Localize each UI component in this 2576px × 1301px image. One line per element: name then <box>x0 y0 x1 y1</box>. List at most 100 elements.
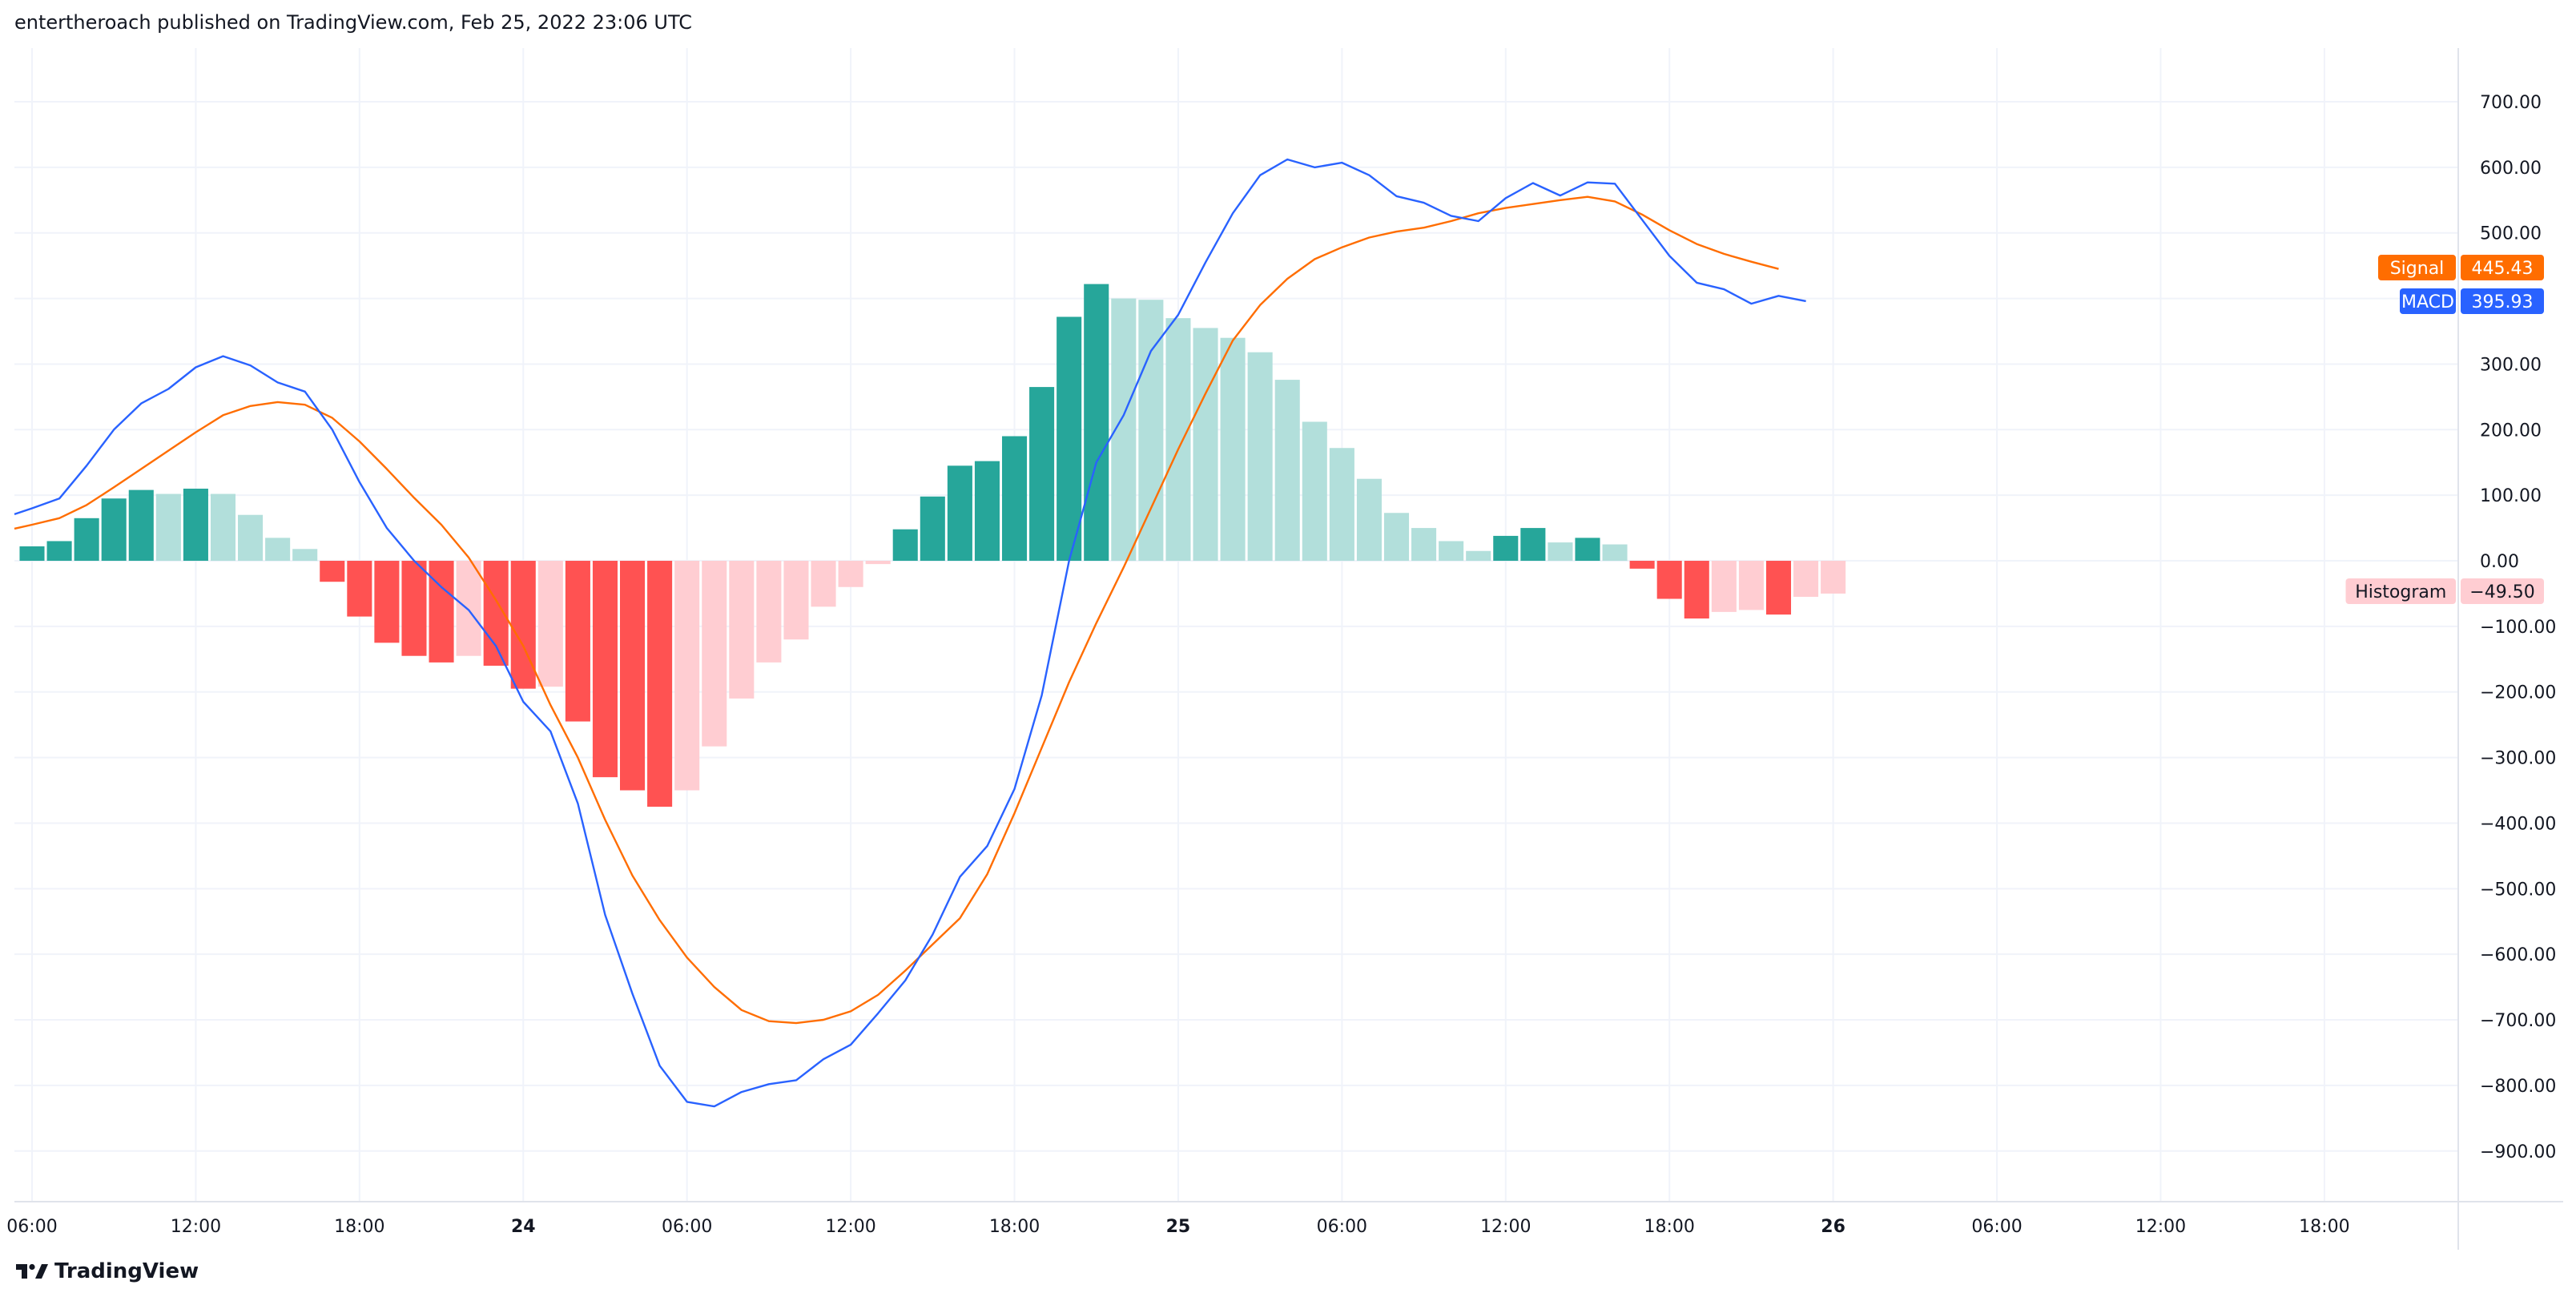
histogram-bar <box>1629 561 1655 569</box>
tag-value-bg <box>2461 578 2544 604</box>
x-tick-label: 12:00 <box>2135 1217 2186 1237</box>
histogram-bar <box>537 561 563 687</box>
histogram-bar <box>19 546 45 562</box>
tag-name: Histogram <box>2355 582 2446 602</box>
x-tick-label: 12:00 <box>1480 1217 1531 1237</box>
x-tick-label: 12:00 <box>171 1217 221 1237</box>
histogram-bar <box>1165 318 1191 562</box>
tradingview-logo-text: TradingView <box>54 1259 199 1283</box>
histogram-bar <box>1220 337 1246 562</box>
histogram-bar <box>1520 528 1546 562</box>
tag-value-bg <box>2461 288 2544 314</box>
x-tick-label: 06:00 <box>1317 1217 1367 1237</box>
histogram-bar <box>1493 535 1519 562</box>
histogram-bar <box>128 489 154 562</box>
histogram-bar <box>865 561 891 565</box>
signal-line <box>14 195 1779 1025</box>
macd-line <box>14 158 1806 1108</box>
histogram-bar <box>838 561 863 587</box>
chart-header: entertheroach published on TradingView.c… <box>14 11 692 34</box>
histogram-bar <box>647 561 673 807</box>
histogram-bar <box>1029 387 1055 562</box>
y-tick-label: 300.00 <box>2480 355 2542 375</box>
histogram-bar <box>565 561 590 722</box>
y-tick-label: −600.00 <box>2480 945 2556 965</box>
x-tick-label: 18:00 <box>989 1217 1040 1237</box>
x-tick-label: 25 <box>1166 1217 1191 1237</box>
histogram-bar <box>1247 352 1273 562</box>
histogram-bar <box>1193 328 1218 562</box>
histogram-bar <box>1548 542 1573 562</box>
x-tick-label: 06:00 <box>1971 1217 2022 1237</box>
tag-value-bg <box>2461 255 2544 280</box>
histogram-bar <box>1602 544 1628 562</box>
histogram-bar <box>456 561 481 656</box>
tag-value: 445.43 <box>2472 259 2534 279</box>
y-tick-label: 0.00 <box>2480 552 2519 572</box>
histogram-bar <box>347 561 372 617</box>
legend-tags: Signal 445.43 MACD 395.93 Histogram −49.50 <box>2345 255 2544 604</box>
x-tick-label: 26 <box>1821 1217 1845 1237</box>
histogram-tag: Histogram −49.50 <box>2345 578 2544 604</box>
indicator-lines <box>14 158 1806 1108</box>
histogram-bar <box>101 498 127 562</box>
histogram-bar <box>265 538 291 562</box>
histogram-bar <box>510 561 536 689</box>
y-tick-label: −700.00 <box>2480 1011 2556 1031</box>
histogram-bar <box>1765 561 1792 615</box>
histogram-bar <box>1411 528 1437 562</box>
histogram-bar <box>292 549 318 562</box>
histogram-bar <box>756 561 782 663</box>
histogram-bar <box>920 496 945 562</box>
histogram-bar <box>702 561 727 747</box>
histogram-bar <box>1738 561 1764 610</box>
histogram-bar <box>1057 316 1082 562</box>
histogram-bar <box>811 561 836 607</box>
histogram-bar <box>674 561 700 791</box>
x-tick-label: 18:00 <box>334 1217 384 1237</box>
signal-tag: Signal 445.43 <box>2378 255 2544 280</box>
histogram-bar <box>1684 561 1709 619</box>
y-tick-label: 100.00 <box>2480 486 2542 506</box>
y-tick-label: −300.00 <box>2480 749 2556 769</box>
histogram-bar <box>210 493 236 562</box>
tradingview-logo-icon <box>16 1263 48 1279</box>
x-tick-label: 18:00 <box>2299 1217 2349 1237</box>
tag-value: −49.50 <box>2469 582 2534 602</box>
tag-name-bg <box>2378 255 2456 280</box>
y-tick-label: 600.00 <box>2480 159 2542 179</box>
histogram-bar <box>1439 541 1464 562</box>
macd-tag: MACD 395.93 <box>2400 288 2544 314</box>
histogram-bar <box>1383 513 1410 562</box>
histogram-bar <box>783 561 809 640</box>
histogram-bar <box>1274 380 1300 562</box>
y-tick-label: −900.00 <box>2480 1142 2556 1162</box>
time-axis[interactable]: 06:00 12:00 18:00 24 06:00 12:00 18:00 25 06:00 1… <box>6 1217 2349 1237</box>
x-tick-label: 18:00 <box>1644 1217 1694 1237</box>
histogram-bar <box>1329 448 1354 562</box>
histogram-bar <box>1821 561 1846 594</box>
x-tick-label: 12:00 <box>825 1217 875 1237</box>
histogram-bar <box>1302 421 1327 562</box>
histogram-bar <box>74 518 99 562</box>
tradingview-logo[interactable]: TradingView <box>14 1259 199 1283</box>
histogram-bar <box>429 561 454 663</box>
tag-name-bg <box>2400 288 2456 314</box>
histogram-bar <box>620 561 646 791</box>
histogram-bar <box>947 465 972 562</box>
tag-value: 395.93 <box>2472 292 2534 312</box>
histogram-bar <box>320 561 345 582</box>
y-tick-label: 200.00 <box>2480 421 2542 441</box>
histogram-bar <box>374 561 400 643</box>
histogram-bar <box>974 461 1000 562</box>
histogram-bar <box>1711 561 1737 612</box>
y-tick-label: −200.00 <box>2480 683 2556 703</box>
histogram-bar <box>1084 284 1109 562</box>
price-axis[interactable]: 700.00600.00500.00400.00300.00200.00100.… <box>2480 93 2556 1162</box>
histogram-bar <box>1575 538 1600 562</box>
histogram-bar <box>1793 561 1819 598</box>
histogram-bar <box>1138 300 1164 562</box>
y-tick-label: 700.00 <box>2480 93 2542 113</box>
histogram-bar <box>1001 436 1028 562</box>
